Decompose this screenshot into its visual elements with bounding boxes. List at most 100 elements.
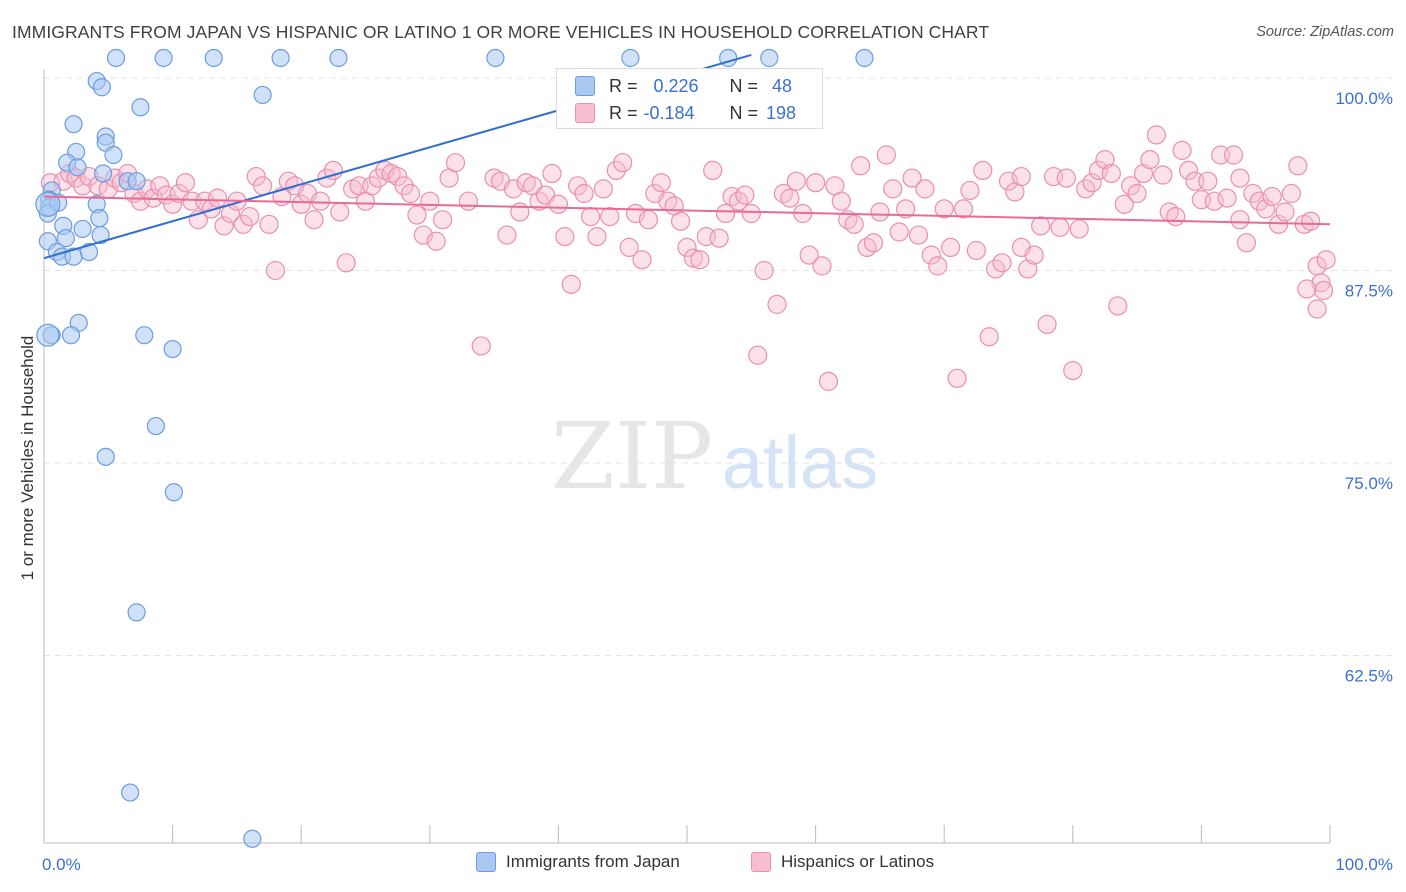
data-point-hispanic [741, 203, 761, 224]
data-point-hispanic [233, 214, 253, 234]
data-point-hispanic [1249, 191, 1269, 211]
data-point-hispanic [818, 371, 839, 391]
data-point-hispanic [799, 245, 819, 265]
data-point-hispanic [1198, 171, 1218, 191]
data-point-hispanic [715, 203, 736, 224]
data-point-hispanic [1301, 211, 1321, 231]
data-point-hispanic [908, 225, 929, 245]
legend-item-hispanic[interactable]: Hispanics or Latinos [751, 852, 934, 872]
data-point-japan [94, 164, 113, 183]
n-label: N = [729, 75, 759, 96]
data-point-japan [90, 209, 109, 228]
data-point-hispanic [1307, 299, 1327, 319]
data-point-hispanic [934, 199, 954, 219]
watermark-zip: ZIP [551, 403, 713, 510]
data-point-japan [855, 48, 874, 68]
data-point-hispanic [670, 211, 691, 231]
data-point-hispanic [786, 171, 806, 191]
data-point-hispanic [638, 210, 659, 230]
data-point-hispanic [619, 237, 639, 257]
legend-item-japan[interactable]: Immigrants from Japan [476, 852, 680, 872]
data-point-japan [131, 98, 150, 117]
data-point-hispanic [1297, 279, 1317, 299]
data-point-hispanic [175, 173, 196, 193]
data-point-hispanic [928, 256, 948, 276]
data-point-hispanic [947, 368, 967, 388]
data-point-hispanic [883, 179, 903, 199]
data-point-hispanic [1146, 125, 1166, 145]
data-point-japan [64, 115, 83, 134]
data-point-hispanic [1288, 156, 1308, 176]
series-hispanics-points [40, 125, 1336, 391]
data-point-hispanic [921, 245, 941, 265]
data-point-hispanic [1313, 280, 1334, 301]
data-point-hispanic [1172, 140, 1192, 160]
data-point-hispanic [690, 250, 710, 270]
data-point-hispanic [812, 256, 832, 276]
data-point-hispanic [1082, 173, 1102, 193]
data-point-hispanic [1178, 160, 1199, 180]
data-point-hispanic [677, 237, 697, 257]
data-point-hispanic [1024, 245, 1044, 265]
data-point-hispanic [542, 163, 562, 184]
r-label: R = [609, 102, 638, 123]
data-point-hispanic [1011, 166, 1031, 187]
chart-title: IMMIGRANTS FROM JAPAN VS HISPANIC OR LAT… [12, 22, 990, 42]
correlation-legend-box: R = 0.226 N = 48 R = -0.184 N = 198 [556, 68, 823, 129]
data-point-hispanic [400, 183, 421, 204]
data-point-hispanic [613, 153, 633, 173]
legend-swatch-japan [575, 76, 595, 96]
data-point-hispanic [863, 233, 884, 253]
data-point-japan [154, 48, 173, 68]
data-point-japan [79, 242, 99, 262]
data-point-japan [146, 416, 165, 436]
data-point-japan [35, 191, 61, 217]
data-point-hispanic [960, 180, 980, 201]
trend-line-hispanic [43, 195, 1331, 226]
data-point-hispanic [291, 194, 311, 214]
data-point-hispanic [1217, 188, 1237, 208]
watermark: ZIP atlas [551, 403, 878, 510]
data-point-hispanic [851, 156, 871, 176]
data-point-hispanic [1069, 219, 1089, 239]
legend-label-hispanic: Hispanics or Latinos [781, 852, 935, 871]
data-point-hispanic [966, 240, 986, 261]
data-point-hispanic [1256, 199, 1276, 219]
data-point-hispanic [1108, 296, 1128, 316]
data-point-hispanic [683, 248, 704, 268]
data-point-japan [68, 158, 87, 177]
legend-row-hispanic: R = -0.184 N = 198 [575, 101, 796, 125]
data-point-hispanic [915, 179, 935, 199]
data-point-hispanic [214, 216, 234, 236]
data-point-hispanic [896, 199, 916, 219]
data-point-hispanic [240, 207, 260, 227]
data-point-hispanic [510, 202, 530, 222]
data-point-hispanic [1121, 176, 1141, 196]
legend-label-japan: Immigrants from Japan [506, 852, 680, 871]
data-point-hispanic [1316, 250, 1336, 270]
data-point-hispanic [555, 227, 575, 247]
r-value-japan: 0.226 [653, 75, 699, 96]
data-point-hispanic [548, 194, 569, 214]
data-point-hispanic [593, 179, 614, 199]
data-point-hispanic [368, 168, 388, 188]
y-tick-label: 75.0% [1345, 474, 1393, 493]
data-point-japan [104, 145, 123, 165]
x-tick-label: 100.0% [1335, 855, 1393, 874]
data-point-hispanic [407, 205, 427, 225]
data-point-japan [760, 48, 779, 68]
data-point-japan [56, 229, 75, 248]
data-point-hispanic [1230, 168, 1250, 188]
data-point-hispanic [1311, 273, 1331, 293]
data-point-hispanic [208, 188, 228, 208]
data-point-hispanic [1153, 165, 1173, 185]
data-point-hispanic [979, 327, 999, 347]
data-point-hispanic [394, 176, 414, 196]
data-point-hispanic [568, 176, 588, 196]
y-tick-label: 62.5% [1345, 667, 1393, 686]
data-point-hispanic [606, 160, 626, 180]
data-point-hispanic [259, 214, 279, 234]
n-label: N = [729, 102, 759, 123]
r-value-hispanic: -0.184 [643, 102, 695, 123]
